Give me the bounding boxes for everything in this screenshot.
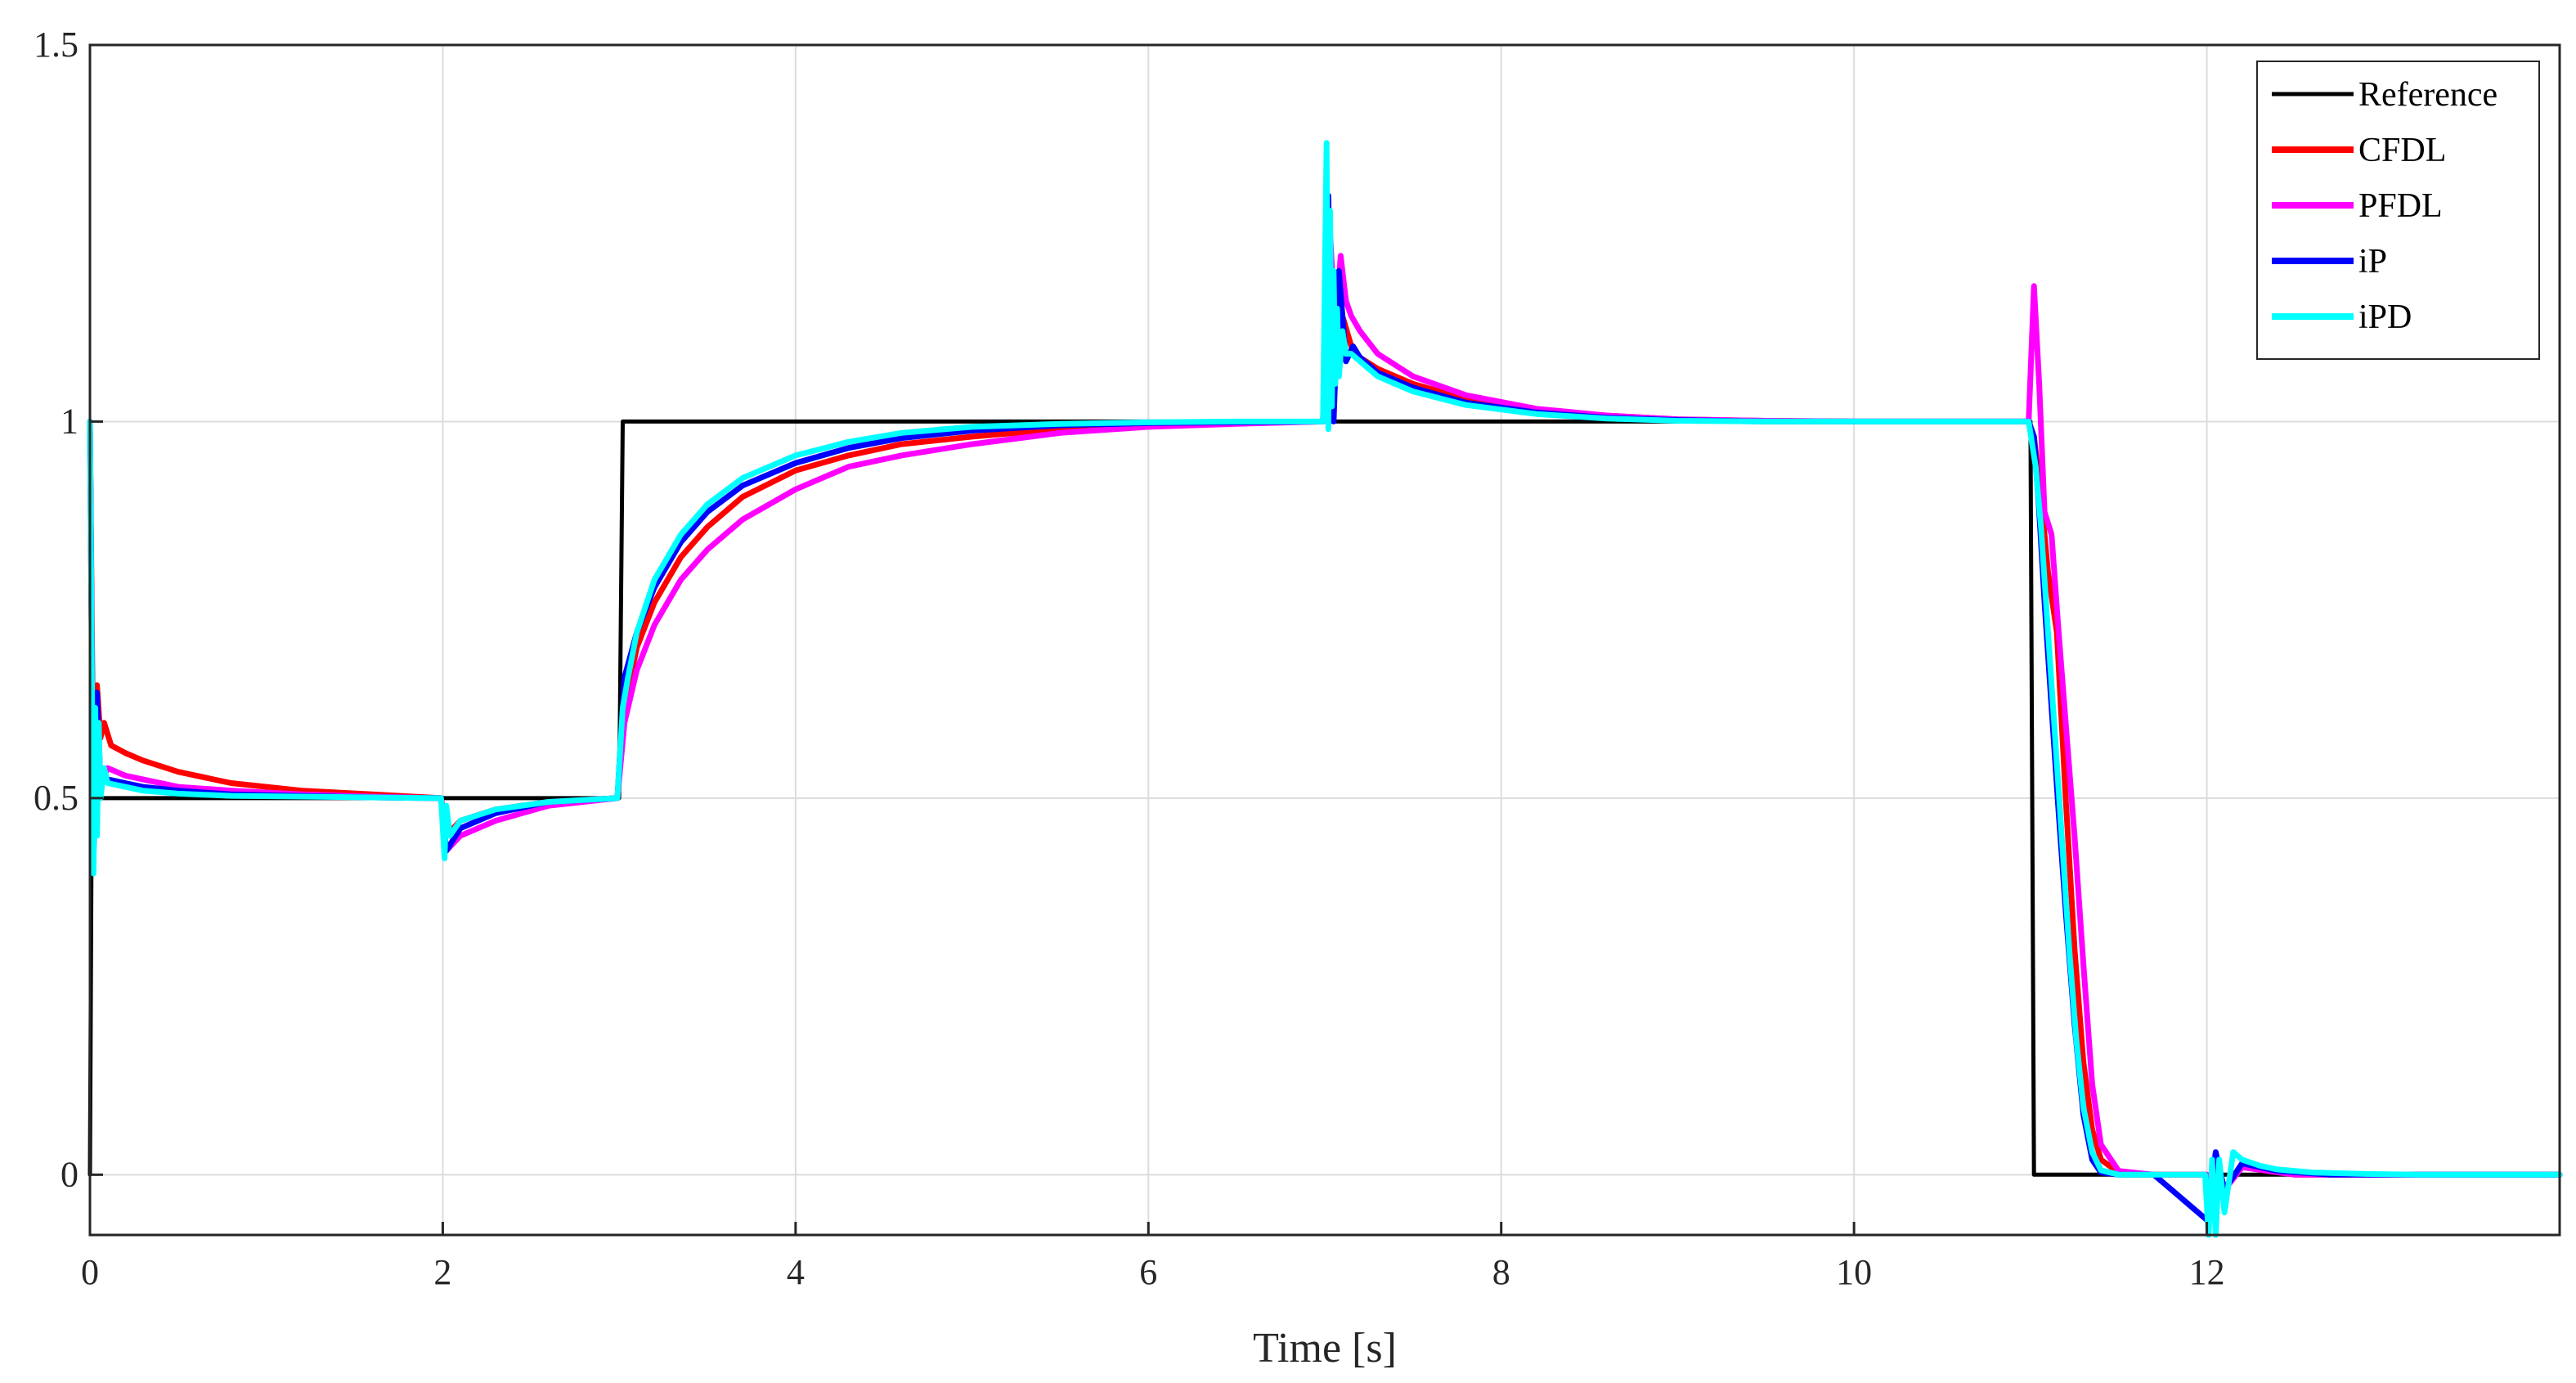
series-line-ipd bbox=[87, 140, 2563, 1238]
legend[interactable]: Reference CFDL PFDL iP iPD bbox=[2256, 61, 2540, 360]
legend-box bbox=[2256, 61, 2540, 360]
x-tick-label: 2 bbox=[433, 1252, 451, 1292]
x-tick-label: 8 bbox=[1492, 1252, 1510, 1292]
legend-label: PFDL bbox=[2358, 187, 2443, 225]
x-tick-label: 12 bbox=[2189, 1252, 2225, 1292]
ticks: 0 2 4 6 8 10 12 0 0.5 1 1.5 bbox=[34, 25, 2225, 1292]
y-tick-label: 0.5 bbox=[34, 778, 79, 818]
x-tick-label: 0 bbox=[81, 1252, 99, 1292]
legend-label: Reference bbox=[2358, 76, 2497, 114]
y-tick-label: 1.5 bbox=[34, 25, 79, 65]
x-tick-label: 4 bbox=[787, 1252, 805, 1292]
y-tick-label: 1 bbox=[61, 401, 79, 441]
legend-label: iP bbox=[2358, 243, 2387, 281]
x-tick-label: 6 bbox=[1139, 1252, 1157, 1292]
legend-label: CFDL bbox=[2358, 132, 2446, 169]
plot-frame bbox=[88, 43, 2561, 1237]
x-tick-label: 10 bbox=[1836, 1252, 1872, 1292]
series-layer bbox=[87, 140, 2563, 1238]
x-axis-label: Time [s] bbox=[1253, 1325, 1397, 1372]
y-tick-label: 0 bbox=[61, 1154, 79, 1194]
legend-label: iPD bbox=[2358, 299, 2412, 336]
